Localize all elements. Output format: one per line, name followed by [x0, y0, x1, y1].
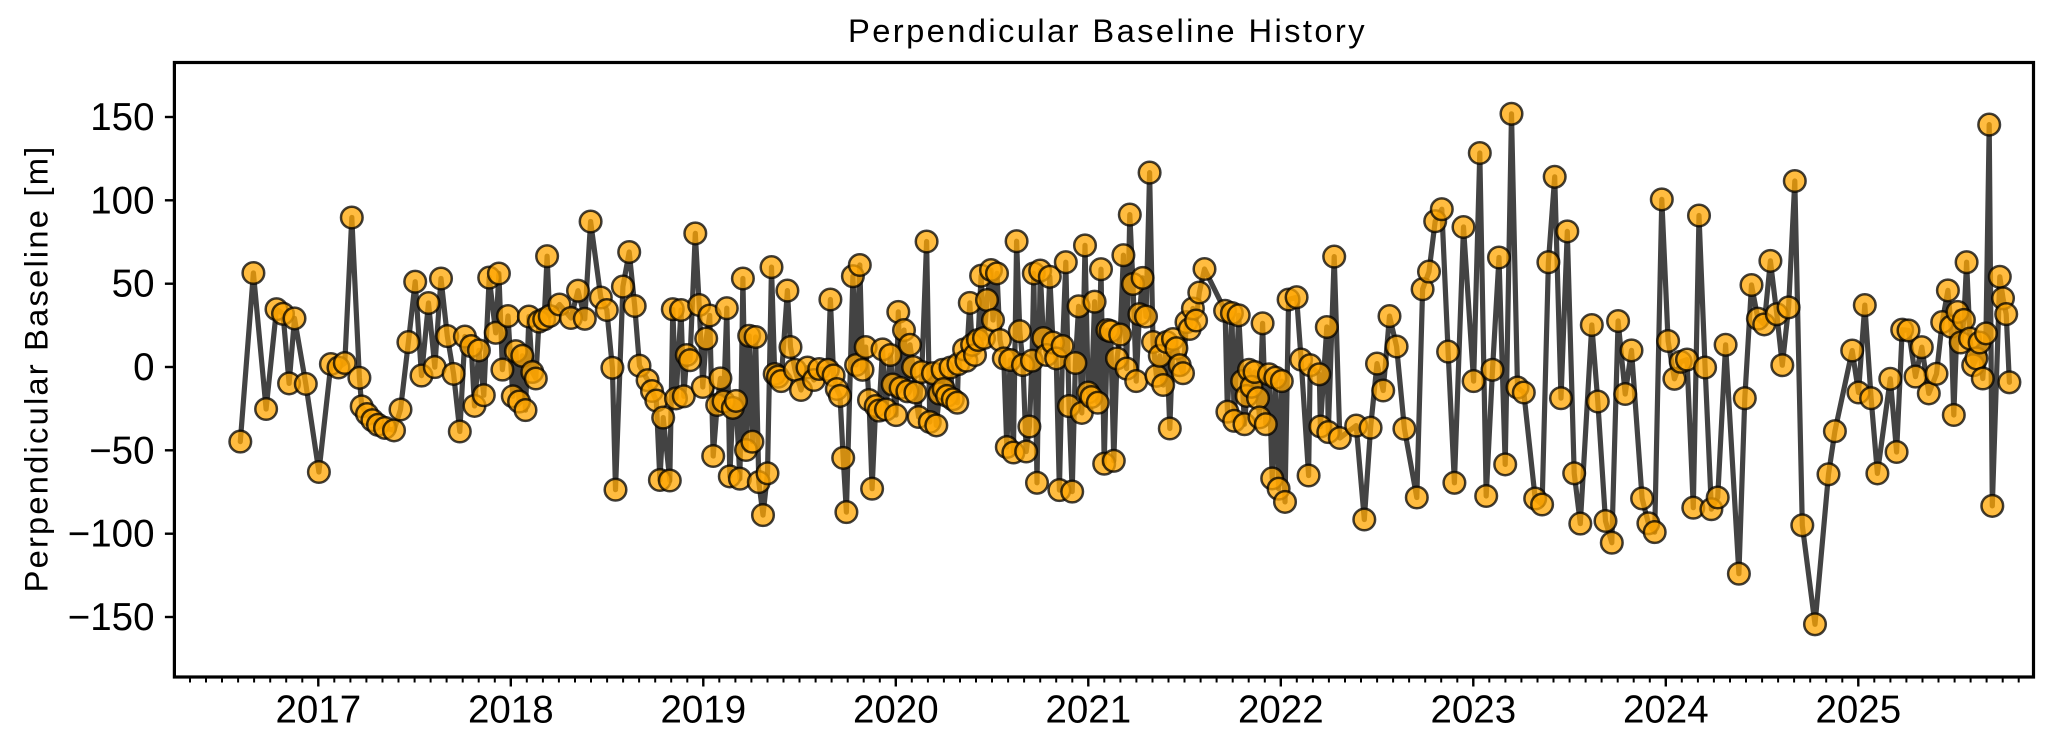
svg-text:150: 150: [90, 96, 154, 139]
svg-text:2020: 2020: [853, 689, 939, 732]
svg-text:2022: 2022: [1238, 689, 1324, 732]
svg-text:2021: 2021: [1045, 689, 1131, 732]
svg-text:50: 50: [112, 263, 155, 306]
svg-text:100: 100: [90, 179, 154, 222]
svg-text:Perpendicular Baseline [m]: Perpendicular Baseline [m]: [18, 145, 55, 593]
svg-text:Perpendicular Baseline History: Perpendicular Baseline History: [848, 12, 1367, 49]
svg-text:2024: 2024: [1623, 689, 1709, 732]
svg-text:−150: −150: [68, 596, 155, 639]
svg-text:0: 0: [133, 346, 154, 389]
svg-text:2023: 2023: [1430, 689, 1516, 732]
svg-text:−50: −50: [89, 429, 154, 472]
svg-text:2017: 2017: [275, 689, 361, 732]
svg-text:−100: −100: [68, 513, 155, 556]
svg-text:2018: 2018: [468, 689, 554, 732]
svg-text:2025: 2025: [1815, 689, 1901, 732]
svg-text:2019: 2019: [660, 689, 746, 732]
